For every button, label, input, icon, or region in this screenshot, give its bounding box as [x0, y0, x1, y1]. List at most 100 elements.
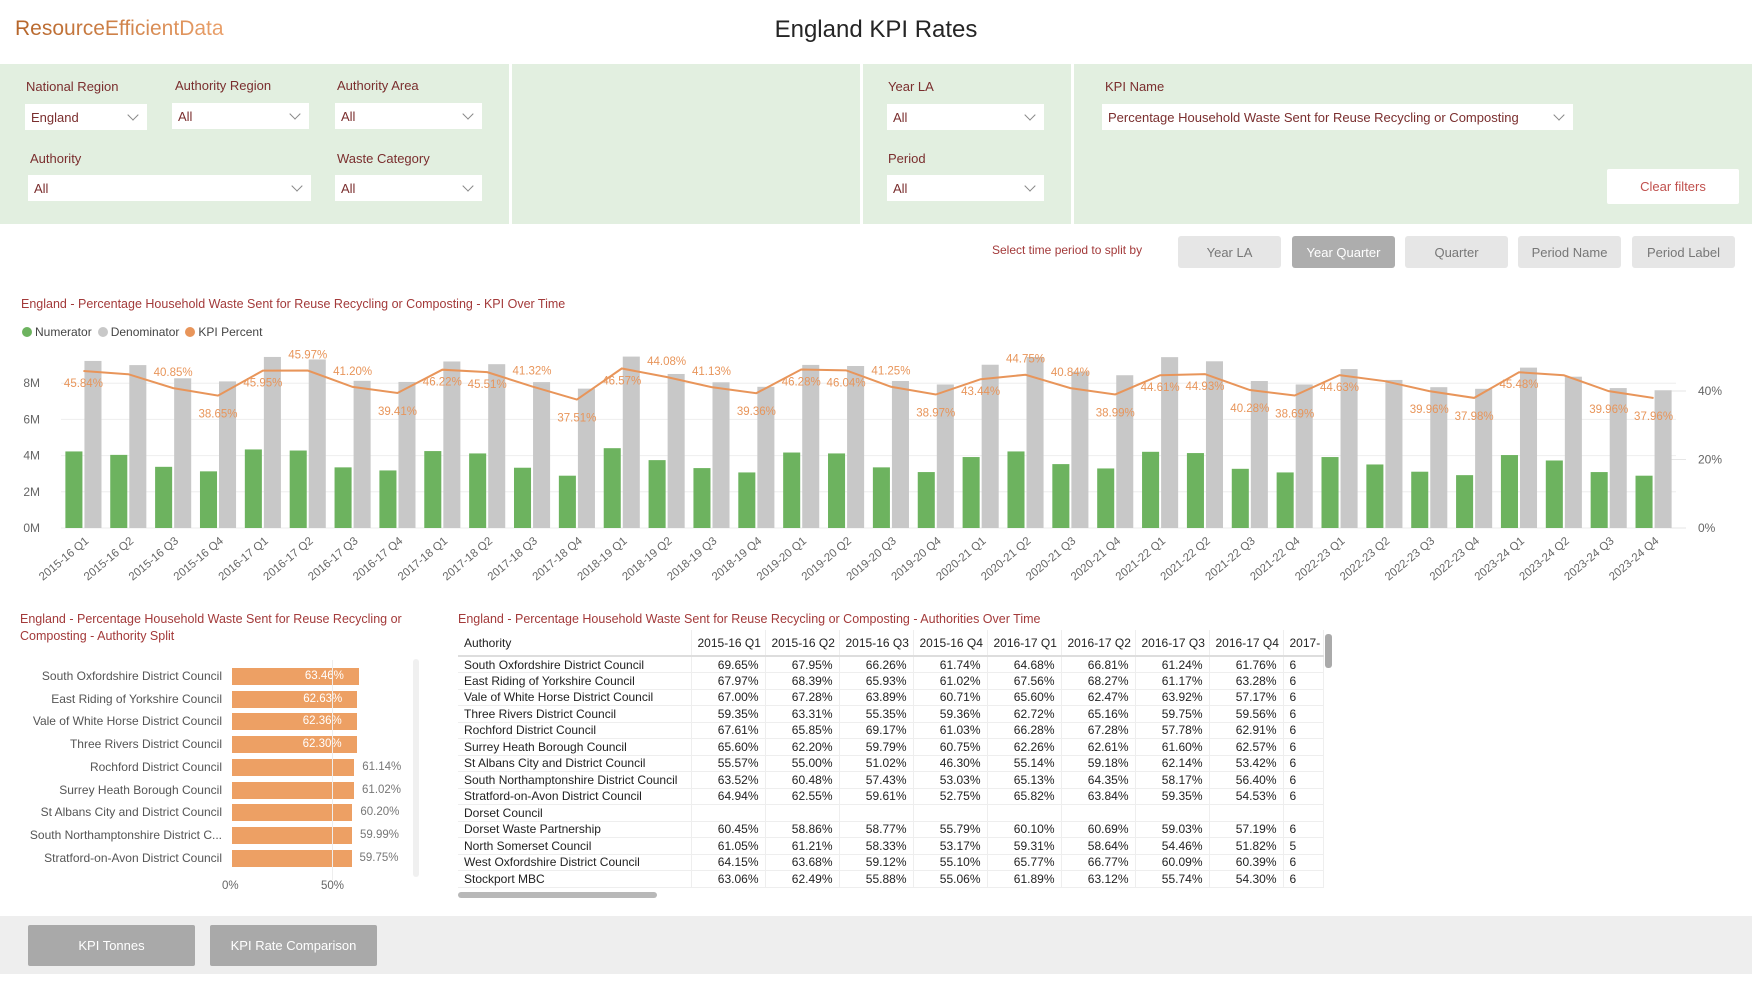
table-row: St Albans City and District Council 55.57…	[458, 755, 1324, 772]
bar	[232, 736, 357, 754]
rate-cell: 5	[1283, 837, 1324, 855]
rate-cell: 61.74%	[913, 656, 988, 673]
bar-category-label: Surrey Heath Borough Council	[59, 782, 222, 797]
split-year-la-button[interactable]: Year LA	[1178, 236, 1281, 268]
period-label: Period	[888, 151, 926, 166]
split-year-quarter-button[interactable]: Year Quarter	[1292, 236, 1395, 268]
bar-row[interactable]: South Oxfordshire District Council 63.46…	[0, 666, 400, 689]
chevron-down-icon	[1553, 109, 1565, 121]
denominator-bar	[667, 373, 685, 528]
authority-cell: South Oxfordshire District Council	[458, 656, 692, 673]
kpi-tonnes-button[interactable]: KPI Tonnes	[28, 925, 195, 966]
y-right-tick-label: 0%	[1698, 521, 1716, 535]
bar-row[interactable]: South Northamptonshire District C... 59.…	[0, 825, 400, 848]
rate-cell: 61.76%	[1209, 656, 1284, 673]
bar-row[interactable]: Stratford-on-Avon District Council 59.75…	[0, 848, 400, 871]
denominator-bar	[353, 380, 371, 528]
kpi-data-label: 38.97%	[916, 408, 955, 420]
legend-kpi-percent[interactable]: KPI Percent	[185, 325, 262, 339]
numerator-bar	[1186, 453, 1204, 528]
rate-cell: 55.00%	[765, 755, 840, 772]
column-header[interactable]: 2017-	[1283, 630, 1324, 657]
split-period-label-button[interactable]: Period Label	[1632, 236, 1735, 268]
rate-cell: 69.17%	[839, 722, 914, 739]
column-header[interactable]: Authority	[458, 630, 692, 657]
rate-cell: 63.06%	[691, 870, 766, 888]
chevron-down-icon	[462, 180, 474, 192]
rate-cell: 63.89%	[839, 689, 914, 706]
authority-cell: East Riding of Yorkshire Council	[458, 672, 692, 690]
rate-cell	[1209, 804, 1284, 822]
authority-area-dropdown[interactable]: All	[335, 103, 482, 129]
bar	[232, 713, 357, 731]
rate-cell	[1061, 804, 1136, 822]
numerator-bar	[1635, 475, 1653, 528]
period-dropdown[interactable]: All	[887, 175, 1044, 201]
rate-cell: 55.74%	[1135, 870, 1210, 888]
kpi-rate-comparison-button[interactable]: KPI Rate Comparison	[210, 925, 377, 966]
authority-dropdown[interactable]: All	[28, 175, 311, 201]
denominator-bar	[936, 384, 954, 528]
kpi-data-label: 44.93%	[1185, 381, 1224, 393]
waste-category-dropdown[interactable]: All	[335, 175, 482, 201]
bar-chart-scrollbar[interactable]	[413, 659, 419, 877]
rate-cell: 55.88%	[839, 870, 914, 888]
column-header[interactable]: 2015-16 Q2	[765, 630, 840, 657]
rate-cell: 60.75%	[913, 738, 988, 756]
rate-cell	[1283, 804, 1324, 822]
column-header[interactable]: 2016-17 Q3	[1135, 630, 1210, 657]
bar-row[interactable]: Three Rivers District Council 62.30%	[0, 734, 400, 757]
bar-row[interactable]: East Riding of Yorkshire Council 62.63%	[0, 689, 400, 712]
split-period-name-button[interactable]: Period Name	[1518, 236, 1621, 268]
bar-value-label: 59.99%	[359, 828, 399, 841]
column-header[interactable]: 2016-17 Q4	[1209, 630, 1284, 657]
y-left-tick-label: 8M	[23, 376, 40, 390]
rate-cell: 62.57%	[1209, 738, 1284, 756]
column-header[interactable]: 2015-16 Q3	[839, 630, 914, 657]
split-quarter-button[interactable]: Quarter	[1405, 236, 1508, 268]
denominator-bar	[1519, 367, 1538, 528]
dropdown-value: All	[893, 180, 908, 196]
column-header[interactable]: 2015-16 Q1	[691, 630, 766, 657]
kpi-chart-title: England - Percentage Household Waste Sen…	[21, 297, 566, 311]
numerator-bar	[289, 450, 307, 528]
clear-filters-button[interactable]: Clear filters	[1607, 169, 1739, 204]
bar-row[interactable]: Rochford District Council 61.14%	[0, 757, 401, 780]
kpi-name-label: KPI Name	[1105, 79, 1165, 94]
denominator-bar	[308, 359, 326, 528]
kpi-data-label: 38.99%	[1096, 407, 1135, 419]
numerator-bar	[738, 472, 756, 528]
authority-region-dropdown[interactable]: All	[172, 103, 309, 129]
kpi-data-label: 37.96%	[1634, 411, 1673, 423]
table-vertical-scrollbar[interactable]	[1325, 634, 1332, 668]
numerator-bar	[469, 453, 487, 528]
rate-cell: 57.43%	[839, 771, 914, 789]
legend-numerator[interactable]: Numerator	[22, 325, 92, 339]
numerator-bar	[783, 452, 801, 528]
kpi-data-label: 40.28%	[1230, 403, 1269, 415]
national-region-dropdown[interactable]: England	[25, 104, 147, 130]
rate-cell: 58.64%	[1061, 837, 1136, 855]
bar-category-label: Stratford-on-Avon District Council	[44, 850, 222, 865]
kpi-name-dropdown[interactable]: Percentage Household Waste Sent for Reus…	[1102, 104, 1573, 130]
kpi-data-label: 39.96%	[1410, 404, 1449, 416]
column-header[interactable]: 2016-17 Q2	[1061, 630, 1136, 657]
chevron-down-icon	[127, 109, 139, 121]
bar-row[interactable]: St Albans City and District Council 60.2…	[0, 802, 400, 825]
kpi-data-label: 38.69%	[1275, 408, 1314, 420]
column-header[interactable]: 2016-17 Q1	[987, 630, 1062, 657]
column-header[interactable]: 2015-16 Q4	[913, 630, 988, 657]
year-la-dropdown[interactable]: All	[887, 104, 1044, 130]
rate-cell: 65.16%	[1061, 705, 1136, 723]
bar-row[interactable]: Surrey Heath Borough Council 61.02%	[0, 780, 401, 803]
bar-row[interactable]: Vale of White Horse District Council 62.…	[0, 711, 400, 734]
legend-denominator[interactable]: Denominator	[97, 325, 179, 339]
numerator-bar	[828, 453, 846, 528]
rate-cell: 59.61%	[839, 788, 914, 805]
authority-area-label: Authority Area	[337, 78, 419, 93]
table-horizontal-scrollbar[interactable]	[458, 892, 657, 898]
rate-cell: 6	[1283, 821, 1324, 838]
numerator-bar	[1545, 460, 1563, 528]
table-row: South Oxfordshire District Council 69.65%…	[458, 656, 1324, 673]
numerator-bar	[379, 470, 397, 528]
